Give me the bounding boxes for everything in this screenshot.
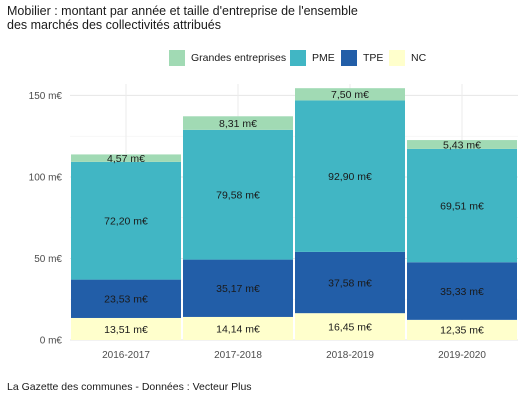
data-label: 13,51 m€ — [104, 324, 148, 336]
bar-segment-nc — [183, 316, 293, 340]
bar-segment-grandes-entreprises — [295, 88, 405, 101]
bar-segment-grandes-entreprises — [183, 116, 293, 130]
legend-label-nc: NC — [411, 52, 427, 64]
data-label: 8,31 m€ — [219, 118, 257, 130]
legend-swatch-tpe — [341, 50, 357, 66]
bar-segment-tpe — [71, 279, 181, 318]
legend-label-tpe: TPE — [363, 52, 384, 64]
bar-segment-tpe — [407, 262, 517, 320]
x-tick-label: 2019-2020 — [438, 350, 486, 361]
x-tick-label: 2016-2017 — [102, 350, 150, 361]
bar-segment-tpe — [183, 259, 293, 317]
data-label: 5,43 m€ — [443, 139, 481, 151]
data-label: 7,50 m€ — [331, 89, 369, 101]
legend-swatch-grandes-entreprises — [169, 50, 185, 66]
bar-segment-nc — [407, 319, 517, 340]
legend-label-grandes-entreprises: Grandes entreprises — [191, 52, 287, 64]
x-tick-label: 2018-2019 — [326, 350, 374, 361]
y-tick-label: 0 m€ — [40, 336, 63, 347]
source-caption: La Gazette des communes - Données : Vect… — [7, 381, 252, 393]
data-label: 92,90 m€ — [328, 171, 372, 183]
bar-segment-pme — [407, 148, 517, 263]
data-label: 35,17 m€ — [216, 283, 260, 295]
data-label: 69,51 m€ — [440, 200, 484, 212]
legend-swatch-nc — [389, 50, 405, 66]
legend-label-pme: PME — [312, 52, 335, 64]
bar-segment-grandes-entreprises — [407, 140, 517, 149]
chart-title-line1: Mobilier : montant par année et taille d… — [7, 4, 358, 18]
bar-segment-tpe — [295, 251, 405, 314]
data-label: 16,45 m€ — [328, 321, 372, 333]
data-label: 14,14 m€ — [216, 323, 260, 335]
legend: Grandes entreprises PME TPE NC — [0, 50, 532, 66]
chart-title: Mobilier : montant par année et taille d… — [7, 4, 358, 32]
data-label: 4,57 m€ — [107, 153, 145, 165]
bar-segment-pme — [295, 100, 405, 252]
data-label: 23,53 m€ — [104, 294, 148, 306]
data-label: 12,35 m€ — [440, 325, 484, 337]
data-label: 72,20 m€ — [104, 216, 148, 228]
legend-swatch-pme — [290, 50, 306, 66]
y-tick-label: 50 m€ — [34, 254, 62, 265]
bar-segment-nc — [71, 317, 181, 340]
y-tick-label: 100 m€ — [29, 172, 63, 183]
bar-segment-pme — [183, 129, 293, 260]
x-tick-label: 2017-2018 — [214, 350, 262, 361]
data-label: 37,58 m€ — [328, 277, 372, 289]
data-label: 35,33 m€ — [440, 286, 484, 298]
bar-segment-pme — [71, 161, 181, 280]
data-label: 79,58 m€ — [216, 190, 260, 202]
bar-segment-nc — [295, 313, 405, 340]
y-tick-label: 150 m€ — [29, 91, 63, 102]
bar-segment-grandes-entreprises — [71, 154, 181, 162]
chart-title-line2: des marchés des collectivités attribués — [7, 18, 221, 32]
